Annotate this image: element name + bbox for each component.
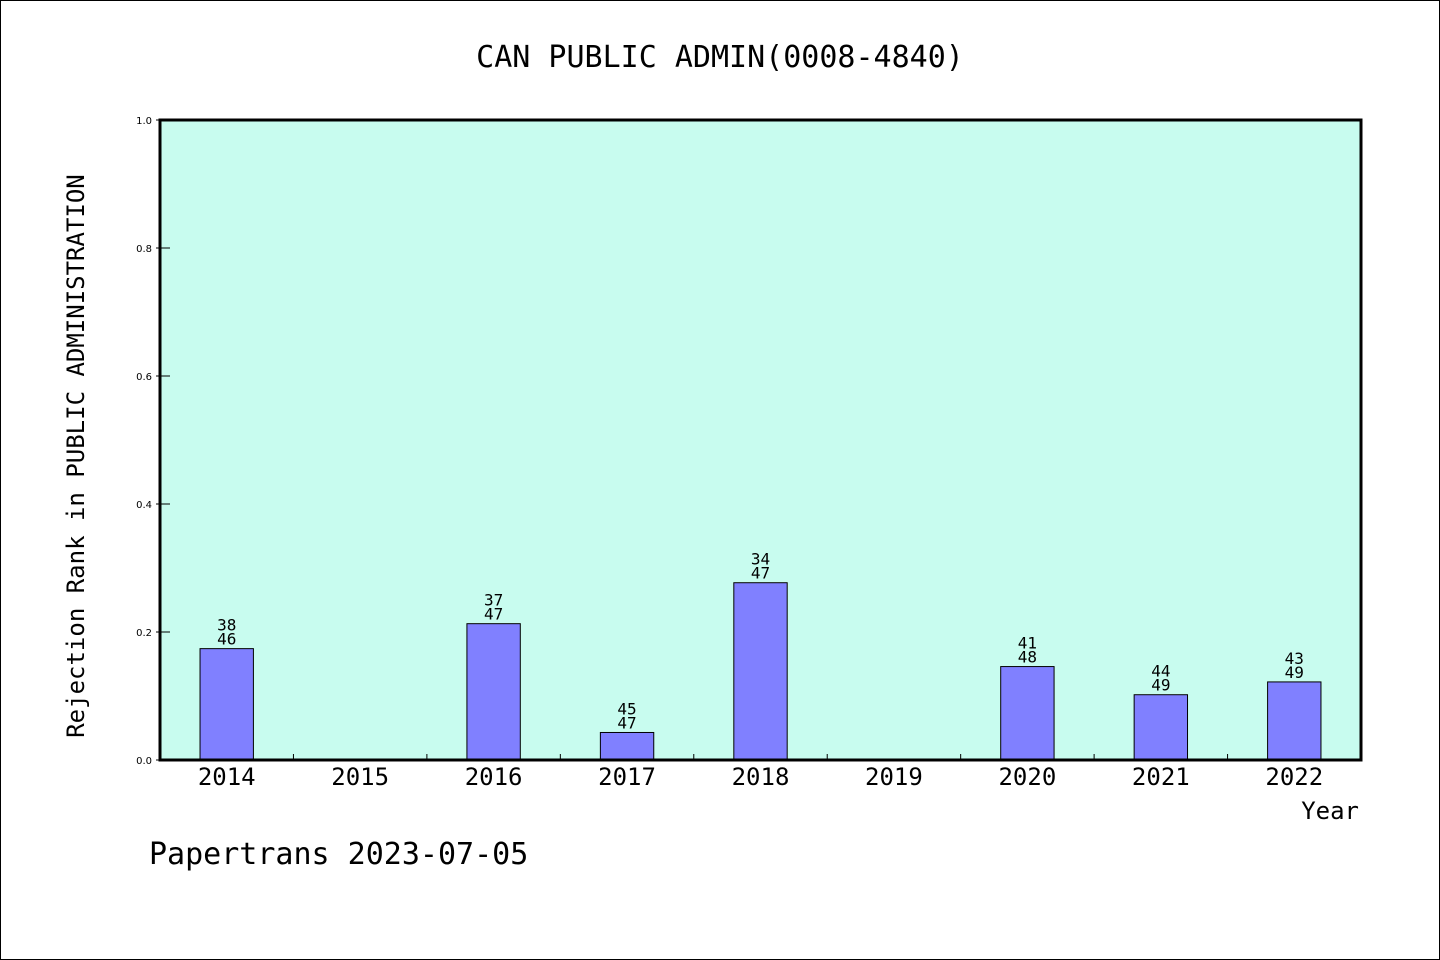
x-tick-label-2022: 2022 bbox=[1265, 763, 1323, 791]
footer-credit: Papertrans 2023-07-05 bbox=[149, 837, 528, 872]
y-tick-label-0.0: 0.0 bbox=[136, 756, 152, 767]
x-tick-label-2018: 2018 bbox=[732, 763, 790, 791]
x-tick-label-2016: 2016 bbox=[465, 763, 523, 791]
bar-2018 bbox=[733, 582, 788, 761]
chart-title: CAN PUBLIC ADMIN(0008-4840) bbox=[476, 40, 964, 75]
bar-label-2021: 44 49 bbox=[1151, 662, 1170, 695]
y-tick-label-1.0: 1.0 bbox=[136, 116, 152, 127]
bar-2022 bbox=[1267, 681, 1322, 761]
bar-2017 bbox=[599, 731, 655, 761]
y-axis-label: Rejection Rank in PUBLIC ADMINISTRATION bbox=[62, 174, 90, 738]
x-tick-label-2021: 2021 bbox=[1132, 763, 1190, 791]
bar-label-2022: 43 49 bbox=[1285, 649, 1304, 682]
y-tick-label-0.8: 0.8 bbox=[136, 244, 152, 255]
y-tick-label-0.6: 0.6 bbox=[136, 372, 152, 383]
bar-2016 bbox=[466, 623, 521, 761]
bar-2014 bbox=[199, 648, 254, 761]
y-tick-label-0.4: 0.4 bbox=[136, 500, 152, 511]
x-tick-label-2015: 2015 bbox=[331, 763, 389, 791]
x-axis-label: Year bbox=[1301, 797, 1359, 825]
bar-label-2020: 41 48 bbox=[1018, 634, 1037, 667]
x-axis-ticks: 2014 2015 2016 2017 2018 2019 2020 2021 2022 bbox=[198, 754, 1323, 791]
bar-label-2014: 38 46 bbox=[217, 616, 236, 649]
bars-group bbox=[199, 582, 1322, 761]
bar-2020 bbox=[1000, 666, 1055, 761]
x-tick-label-2014: 2014 bbox=[198, 763, 256, 791]
x-tick-label-2017: 2017 bbox=[598, 763, 656, 791]
x-tick-label-2019: 2019 bbox=[865, 763, 923, 791]
x-tick-label-2020: 2020 bbox=[998, 763, 1056, 791]
bar-label-2018: 34 47 bbox=[751, 550, 770, 583]
y-tick-label-0.2: 0.2 bbox=[136, 628, 152, 639]
bar-labels-group: 38 46 37 47 45 47 34 47 41 48 44 49 43 49 bbox=[217, 550, 1304, 733]
bar-label-2017: 45 47 bbox=[617, 699, 636, 732]
bar-label-2016: 37 47 bbox=[484, 591, 503, 624]
bar-2021 bbox=[1133, 694, 1189, 761]
plot-frame bbox=[158, 118, 1363, 762]
